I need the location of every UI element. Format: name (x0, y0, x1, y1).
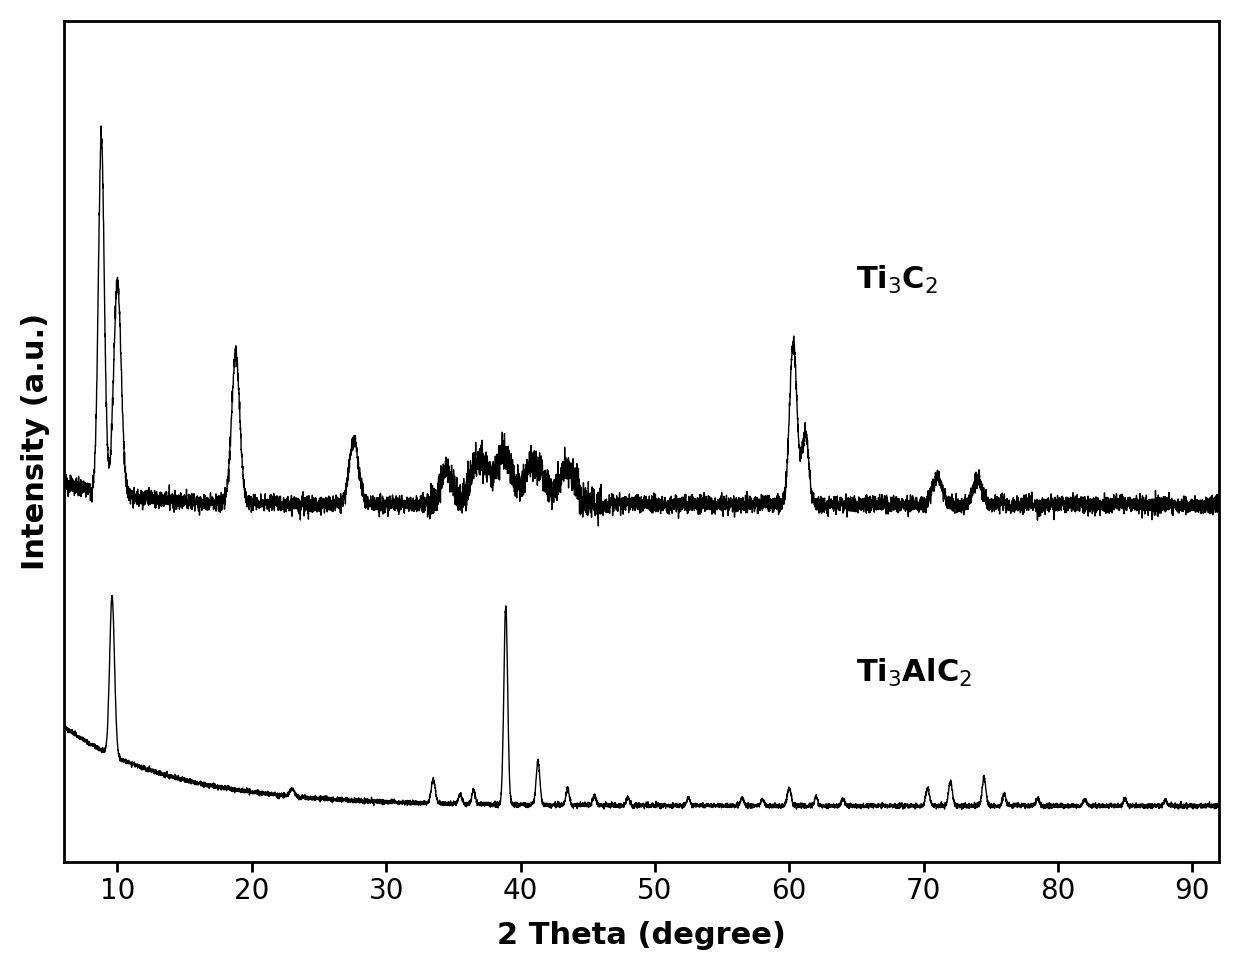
Text: Ti$_3$AlC$_2$: Ti$_3$AlC$_2$ (857, 656, 972, 688)
Y-axis label: Intensity (a.u.): Intensity (a.u.) (21, 313, 50, 570)
Text: Ti$_3$C$_2$: Ti$_3$C$_2$ (857, 264, 939, 296)
X-axis label: 2 Theta (degree): 2 Theta (degree) (497, 921, 786, 951)
